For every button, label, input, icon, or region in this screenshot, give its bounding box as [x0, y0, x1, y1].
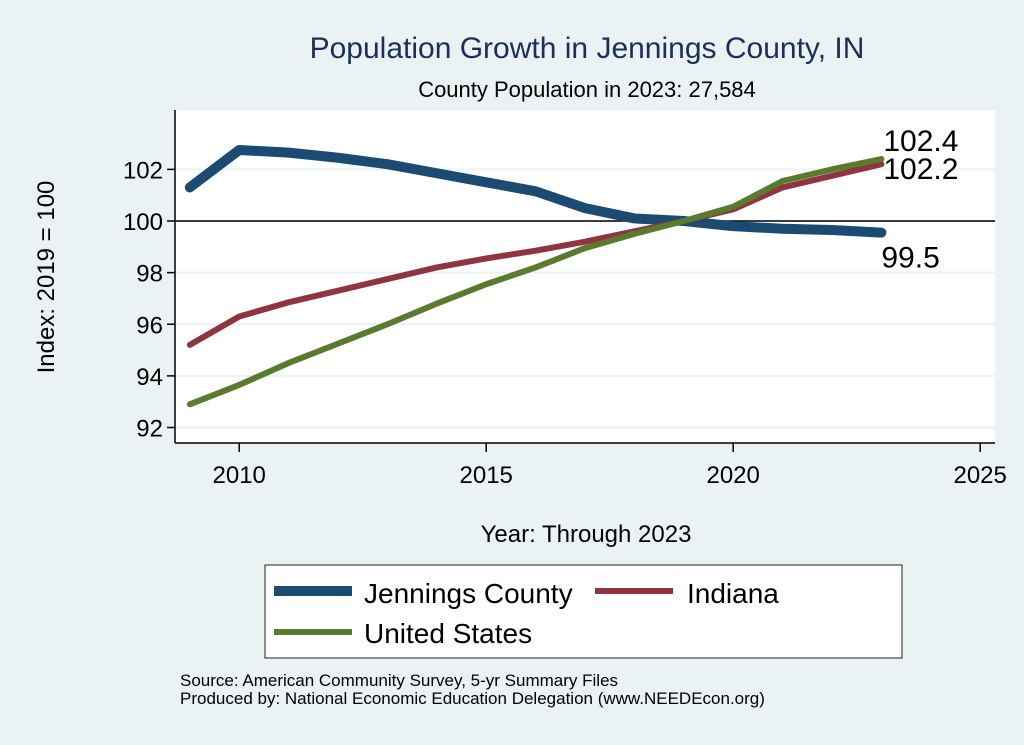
- axes: [174, 110, 995, 444]
- y-axis-ticks: 92 94 96 98 100 102: [123, 157, 175, 443]
- chart-title: Population Growth in Jennings County, IN: [310, 32, 865, 65]
- x-axis-ticks: 2010 2015 2020 2025: [213, 443, 1007, 489]
- y-tick-label: 98: [136, 261, 163, 288]
- x-tick-label: 2025: [953, 462, 1006, 489]
- end-label-indiana: 102.2: [883, 153, 958, 186]
- source-note: Source: American Community Survey, 5-yr …: [180, 671, 618, 690]
- legend-label-united-states: United States: [364, 618, 532, 649]
- legend-label-jennings: Jennings County: [364, 578, 573, 609]
- x-axis-label: Year: Through 2023: [481, 521, 692, 548]
- y-axis-label: Index: 2019 = 100: [33, 181, 60, 374]
- legend: Jennings County Indiana United States: [264, 564, 903, 659]
- x-tick-label: 2010: [213, 462, 266, 489]
- x-tick-label: 2020: [706, 462, 759, 489]
- end-label-united-states: 102.4: [883, 125, 958, 158]
- chart-subtitle: County Population in 2023: 27,584: [418, 77, 756, 102]
- end-label-jennings-county: 99.5: [881, 242, 939, 275]
- legend-label-indiana: Indiana: [687, 578, 779, 609]
- series-line-indiana: [186, 161, 885, 348]
- series-lines: [184, 145, 887, 408]
- x-tick-label: 2015: [460, 462, 513, 489]
- y-tick-label: 94: [136, 364, 163, 391]
- legend-box: [264, 564, 903, 659]
- y-tick-label: 102: [123, 157, 163, 184]
- y-tick-label: 92: [136, 416, 163, 443]
- producer-note: Produced by: National Economic Education…: [180, 689, 765, 708]
- y-tick-label: 100: [123, 209, 163, 236]
- series-line-united-states: [186, 156, 885, 408]
- y-tick-label: 96: [136, 312, 163, 339]
- series-line-jennings-county: [184, 145, 887, 238]
